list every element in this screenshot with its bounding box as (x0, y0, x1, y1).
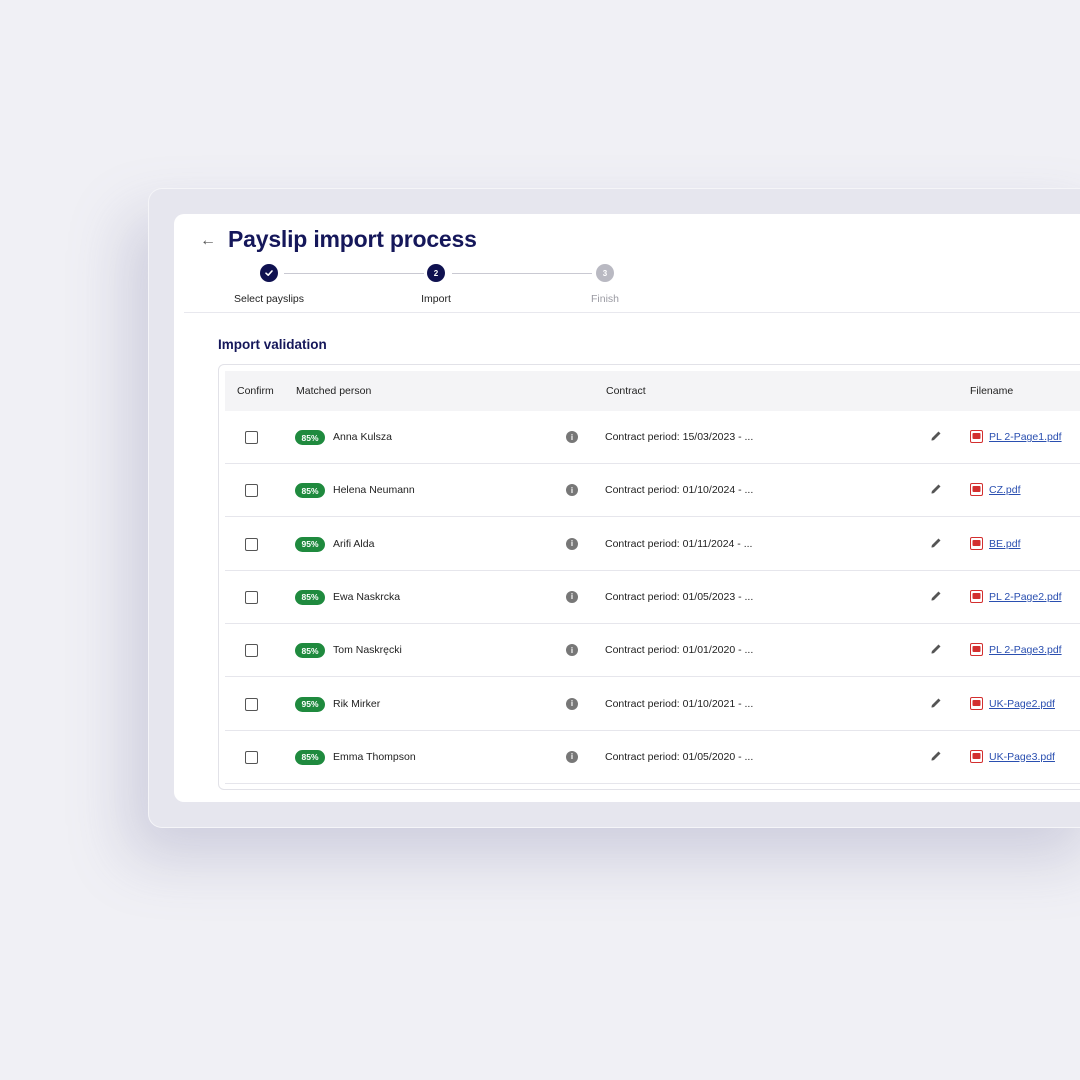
step-label-finish: Finish (590, 293, 620, 305)
contract-period: Contract period: 01/10/2024 - ... (605, 484, 754, 497)
step-connector (452, 273, 592, 274)
match-badge: 95% (295, 536, 325, 552)
step-3-circle: 3 (596, 264, 614, 282)
filename-link[interactable]: UK-Page2.pdf (989, 697, 1055, 710)
match-badge: 85% (295, 589, 325, 605)
confirm-checkbox[interactable] (245, 590, 258, 604)
contract-period: Contract period: 15/03/2023 - ... (605, 431, 754, 443)
filename-link[interactable]: BE.pdf (989, 537, 1021, 550)
pencil-icon[interactable] (929, 696, 943, 710)
stepper: 2 3 Select payslips Import Finish (174, 262, 1080, 312)
step-label-import: Import (421, 293, 451, 305)
pencil-icon[interactable] (929, 642, 943, 656)
table-row: 85% Ewa Naskrcka i Contract period: 01/05/2… (225, 571, 1080, 624)
match-badge: 85% (295, 483, 325, 499)
filename-link[interactable]: CZ.pdf (989, 484, 1021, 497)
pdf-icon (970, 589, 983, 603)
contract-period: Contract period: 01/05/2020 - ... (605, 750, 754, 763)
confirm-checkbox[interactable] (245, 484, 258, 498)
filename-link[interactable]: UK-Page3.pdf (989, 750, 1055, 763)
confirm-checkbox[interactable] (245, 697, 258, 711)
match-badge: 85% (295, 643, 325, 659)
matched-person-name: Arifi Alda (333, 537, 375, 550)
check-icon (265, 270, 273, 276)
match-badge: 85% (295, 749, 325, 765)
payslip-import-card: ← Payslip import process 2 3 Select pays… (174, 214, 1080, 802)
filename-link[interactable]: PL 2-Page3.pdf (989, 644, 1062, 657)
info-icon[interactable]: i (566, 590, 578, 603)
divider (184, 312, 1080, 313)
info-icon[interactable]: i (566, 750, 578, 763)
import-validation-table: Confirm Matched person Contract Filename… (218, 364, 1080, 790)
pencil-icon[interactable] (929, 429, 943, 443)
match-badge: 95% (295, 696, 325, 712)
matched-person-name: Tom Naskręcki (333, 644, 402, 657)
match-badge: 85% (295, 430, 325, 445)
confirm-checkbox[interactable] (245, 750, 258, 764)
column-header-matched-person: Matched person (296, 385, 372, 397)
section-title: Import validation (218, 337, 327, 352)
contract-period: Contract period: 01/05/2023 - ... (605, 590, 754, 603)
table-row: 85% Anna Kulsza i Contract period: 15/03/20… (225, 411, 1080, 464)
column-header-confirm: Confirm (237, 385, 274, 397)
info-icon[interactable]: i (566, 484, 578, 497)
pdf-icon (970, 483, 983, 497)
step-connector (284, 273, 424, 274)
info-icon[interactable]: i (566, 697, 578, 710)
filename-link[interactable]: PL 2-Page2.pdf (989, 590, 1062, 603)
contract-period: Contract period: 01/10/2021 - ... (605, 697, 754, 710)
matched-person-name: Anna Kulsza (333, 431, 392, 443)
pdf-icon (970, 749, 983, 763)
matched-person-name: Emma Thompson (333, 750, 416, 763)
pencil-icon[interactable] (929, 589, 943, 603)
column-header-contract: Contract (606, 385, 646, 397)
step-2-circle: 2 (427, 264, 445, 282)
matched-person-name: Rik Mirker (333, 697, 381, 710)
confirm-checkbox[interactable] (245, 537, 258, 551)
matched-person-name: Helena Neumann (333, 484, 415, 497)
step-label-select-payslips: Select payslips (233, 293, 305, 305)
table-row: 95% Rik Mirker i Contract period: 01/10/202… (225, 678, 1080, 731)
contract-period: Contract period: 01/01/2020 - ... (605, 644, 754, 657)
step-1-circle (260, 264, 278, 282)
info-icon[interactable]: i (566, 644, 578, 657)
confirm-checkbox[interactable] (245, 431, 258, 444)
info-icon[interactable]: i (566, 537, 578, 550)
table-row: 85% Emma Thompson i Contract period: 01/05/… (225, 731, 1080, 784)
column-header-filename: Filename (970, 385, 1014, 397)
matched-person-name: Ewa Naskrcka (333, 590, 401, 603)
table-header: Confirm Matched person Contract Filename (225, 371, 1080, 411)
pencil-icon[interactable] (929, 536, 943, 550)
page-title: Payslip import process (228, 226, 477, 252)
info-icon[interactable]: i (566, 431, 578, 443)
arrow-left-icon[interactable]: ← (200, 232, 216, 249)
pdf-icon (970, 430, 983, 443)
table-row: 85% Helena Neumann i Contract period: 01/10… (225, 464, 1080, 518)
pencil-icon[interactable] (929, 749, 943, 763)
contract-period: Contract period: 01/11/2024 - ... (605, 537, 753, 550)
pdf-icon (970, 643, 983, 657)
pdf-icon (970, 696, 983, 710)
table-row: 85% Tom Naskręcki i Contract period: 01/01/… (225, 624, 1080, 678)
pencil-icon[interactable] (929, 482, 943, 496)
table-row: 95% Arifi Alda i Contract period: 01/11/202… (225, 518, 1080, 571)
filename-link[interactable]: PL 2-Page1.pdf (989, 431, 1062, 443)
pdf-icon (970, 536, 983, 550)
confirm-checkbox[interactable] (245, 644, 258, 658)
